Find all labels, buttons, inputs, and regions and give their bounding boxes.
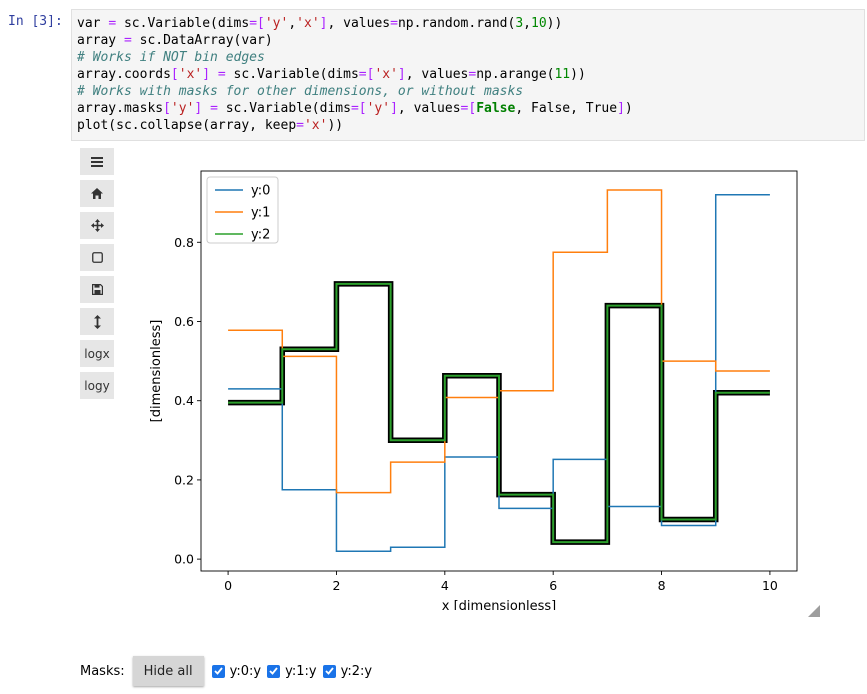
code-line: var = sc.Variable(dims=['y','x'], values… xyxy=(77,16,563,31)
code-line: array.coords['x'] = sc.Variable(dims=['x… xyxy=(77,67,586,82)
code-line: array = sc.DataArray(var) xyxy=(77,33,273,48)
vertical-arrows-icon xyxy=(93,314,101,329)
move-arrows-icon xyxy=(90,219,104,232)
x-tick-label: 6 xyxy=(549,578,557,593)
mask-checkbox-label: y:2:y xyxy=(340,663,373,679)
resize-handle-icon[interactable] xyxy=(808,605,820,617)
code-line: # Works if NOT bin edges xyxy=(77,50,265,65)
x-tick-label: 4 xyxy=(441,578,449,593)
y-tick-label: 0.4 xyxy=(174,393,194,408)
pan-button[interactable] xyxy=(80,212,114,239)
mask-checkbox-label: y:1:y xyxy=(285,663,317,679)
square-icon xyxy=(91,252,103,263)
y-tick-label: 0.8 xyxy=(174,235,194,250)
code-editor[interactable]: var = sc.Variable(dims=['y','x'], values… xyxy=(77,15,633,134)
code-line: plot(sc.collapse(array, keep='x')) xyxy=(77,118,344,133)
code-line: # Works with masks for other dimensions,… xyxy=(77,84,524,99)
y-axis-label: [dimensionless] xyxy=(149,320,164,423)
mask-checkbox-label: y:0:y xyxy=(229,663,262,679)
cell-prompt: In [3]: xyxy=(8,14,63,29)
x-tick-label: 0 xyxy=(224,578,232,593)
rescale-button[interactable] xyxy=(80,308,114,335)
series-line-y2 xyxy=(228,282,770,544)
home-icon xyxy=(91,188,103,199)
logy-button[interactable]: logy xyxy=(80,372,114,399)
hamburger-icon xyxy=(91,156,103,167)
legend-entry: y:1 xyxy=(251,206,270,221)
plot-svg: 0 2 4 6 8 10 0.0 0.2 0.4 0.6 0.8 x [dimensionless] [… xyxy=(149,170,798,614)
menu-button[interactable] xyxy=(80,148,114,175)
y-tick-label: 0.0 xyxy=(174,552,194,567)
checkmark-icon xyxy=(324,667,334,675)
mask-checkbox[interactable] xyxy=(322,664,336,678)
plot-figure: 0 2 4 6 8 10 0.0 0.2 0.4 0.6 0.8 x [dimensionless] [… xyxy=(135,160,805,614)
x-axis-label: x [dimensionless] xyxy=(442,599,556,610)
y-tick-label: 0.2 xyxy=(174,472,194,487)
floppy-icon xyxy=(91,284,103,295)
masks-controls: Masks: Hide all y:0:y y:1:y y:2:y xyxy=(80,656,378,686)
zoom-button[interactable] xyxy=(80,244,114,271)
mask-checkbox[interactable] xyxy=(267,664,281,678)
plot-toolbar: logx logy xyxy=(80,148,114,404)
home-button[interactable] xyxy=(80,180,114,207)
logx-label: logx xyxy=(84,346,110,361)
x-tick-label: 2 xyxy=(332,578,340,593)
plot-axes-frame xyxy=(200,170,798,572)
logx-button[interactable]: logx xyxy=(80,340,114,367)
plot-axes-background xyxy=(201,171,797,571)
code-cell[interactable]: var = sc.Variable(dims=['y','x'], values… xyxy=(71,9,865,141)
legend-entry: y:2 xyxy=(251,228,270,243)
mask-checkbox[interactable] xyxy=(211,664,225,678)
y-tick-label: 0.6 xyxy=(174,314,194,329)
legend-entry: y:0 xyxy=(251,184,270,199)
logy-label: logy xyxy=(84,378,110,393)
checkmark-icon xyxy=(213,667,223,675)
code-line: array.masks['y'] = sc.Variable(dims=['y'… xyxy=(77,101,633,116)
save-button[interactable] xyxy=(80,276,114,303)
x-tick-label: 10 xyxy=(762,578,778,593)
x-tick-label: 8 xyxy=(658,578,666,593)
checkmark-icon xyxy=(269,667,278,675)
masks-label: Masks: xyxy=(80,663,125,679)
legend-box xyxy=(206,176,279,244)
hide-all-button[interactable]: Hide all xyxy=(132,656,204,686)
